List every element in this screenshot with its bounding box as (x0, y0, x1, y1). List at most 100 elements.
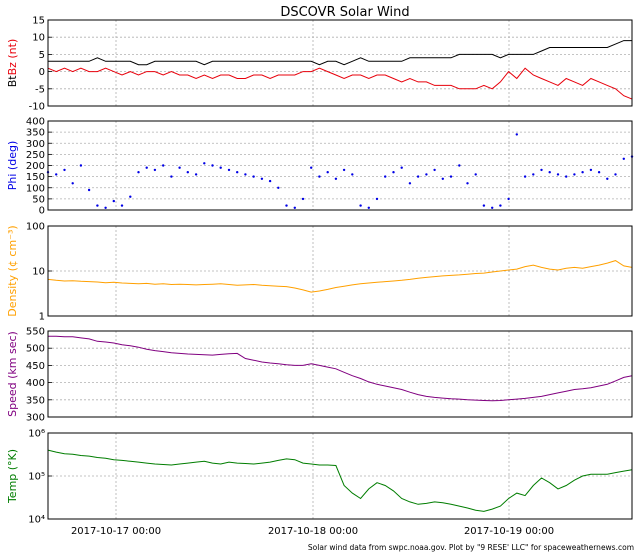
point-phi-23 (236, 171, 239, 174)
point-phi-67 (597, 171, 601, 174)
point-phi-29 (285, 204, 288, 207)
point-phi-33 (318, 175, 321, 178)
ytick-bt-bz-5: 15 (32, 16, 45, 27)
point-phi-30 (293, 206, 296, 209)
point-phi-10 (129, 195, 132, 198)
point-phi-53 (482, 204, 486, 207)
point-phi-20 (211, 164, 214, 167)
ytick-phi-8: 400 (26, 117, 45, 128)
point-phi-26 (260, 177, 264, 180)
ytick-phi-1: 50 (32, 194, 45, 205)
ytick-speed-0: 300 (26, 413, 45, 424)
series-speed-0 (48, 335, 633, 402)
point-phi-62 (556, 173, 560, 176)
ytick-bt-bz-0: -10 (29, 102, 45, 113)
point-phi-12 (145, 166, 148, 169)
point-phi-55 (499, 204, 502, 207)
point-phi-21 (219, 166, 222, 169)
point-phi-27 (268, 179, 272, 183)
point-phi-14 (162, 164, 165, 167)
point-phi-13 (153, 168, 157, 172)
xtick-label-2: 2017-10-19 00:00 (464, 526, 554, 537)
point-phi-52 (474, 173, 477, 176)
point-phi-43 (400, 166, 403, 169)
figure-title: DSCOVR Solar Wind (280, 5, 409, 20)
ytick-density-0: 1 (39, 312, 45, 323)
point-phi-60 (540, 168, 543, 172)
point-phi-3 (71, 182, 74, 185)
point-phi-32 (310, 166, 313, 169)
point-phi-6 (96, 204, 99, 207)
series-density-0 (47, 260, 633, 293)
point-phi-9 (120, 204, 124, 207)
series-temp-0 (47, 449, 633, 512)
point-phi-58 (523, 175, 527, 178)
point-phi-25 (252, 175, 255, 178)
ytick-temp-0: 10⁴ (28, 515, 45, 526)
point-phi-63 (565, 175, 568, 178)
ylabel-temp: Temp (°K) (6, 449, 19, 504)
point-phi-47 (433, 168, 436, 172)
ytick-bt-bz-4: 10 (32, 33, 45, 44)
frame-density (47, 225, 633, 317)
panel-temp: 10⁴ 10⁵ 10⁶ Temp (°K) (6, 429, 633, 526)
point-phi-37 (351, 173, 354, 176)
ytick-phi-0: 0 (39, 206, 45, 217)
point-phi-24 (244, 173, 247, 176)
xtick-label-1: 2017-10-18 00:00 (268, 526, 358, 537)
point-phi-70 (622, 157, 625, 160)
ytick-temp-1: 10⁵ (28, 472, 45, 483)
ytick-phi-5: 250 (26, 150, 45, 161)
xtick-label-0: 2017-10-17 00:00 (71, 526, 161, 537)
ytick-bt-bz-1: -5 (35, 84, 45, 95)
point-phi-38 (359, 204, 362, 207)
point-phi-48 (441, 177, 444, 180)
point-phi-4 (79, 164, 83, 167)
point-phi-15 (170, 175, 173, 178)
panel-speed: 300 350 400 450 500 550 Speed (km sec) (6, 327, 633, 424)
point-phi-45 (416, 175, 420, 178)
point-phi-31 (301, 197, 305, 201)
ytick-speed-5: 550 (26, 327, 45, 338)
point-phi-49 (449, 175, 453, 178)
point-phi-11 (137, 171, 140, 174)
point-phi-22 (227, 168, 231, 172)
point-phi-51 (466, 182, 469, 185)
ytick-phi-2: 100 (26, 183, 45, 194)
ytick-phi-6: 300 (26, 139, 45, 150)
ytick-bt-bz-2: 0 (39, 67, 45, 78)
point-phi-69 (614, 173, 617, 176)
point-phi-42 (392, 171, 395, 174)
ylabel-part-0: Bt (6, 75, 19, 88)
point-phi-50 (458, 164, 461, 167)
point-phi-35 (334, 177, 338, 180)
ylabel-speed: Speed (km sec) (6, 331, 19, 417)
point-phi-68 (606, 177, 609, 180)
frame-speed (47, 330, 633, 418)
frame-bt-bz (47, 19, 633, 107)
series-bt-bz-0 (48, 40, 632, 66)
point-phi-16 (178, 166, 181, 169)
point-phi-54 (491, 206, 494, 209)
ylabel-density: Density (¢ cm⁻³) (6, 225, 19, 316)
ylabel-phi: Phi (deg) (6, 141, 19, 190)
ylabel-bt-bz: BtBz (nt) (6, 39, 19, 88)
point-phi-5 (87, 188, 91, 192)
ytick-speed-3: 450 (26, 361, 45, 372)
point-phi-39 (367, 206, 370, 209)
series-bt-bz-1 (47, 67, 633, 100)
point-phi-57 (515, 133, 518, 136)
ytick-speed-4: 500 (26, 344, 45, 355)
point-phi-65 (581, 171, 584, 174)
ytick-density-1: 10 (32, 267, 45, 278)
ytick-density-2: 100 (26, 222, 45, 233)
point-phi-17 (186, 171, 189, 174)
ytick-phi-4: 200 (26, 161, 45, 172)
point-phi-2 (63, 168, 66, 172)
panel-density: 1 10 100 Density (¢ cm⁻³) (6, 222, 633, 323)
point-phi-1 (55, 173, 58, 176)
ytick-speed-2: 400 (26, 378, 45, 389)
point-phi-18 (194, 173, 198, 176)
point-phi-64 (573, 173, 576, 176)
